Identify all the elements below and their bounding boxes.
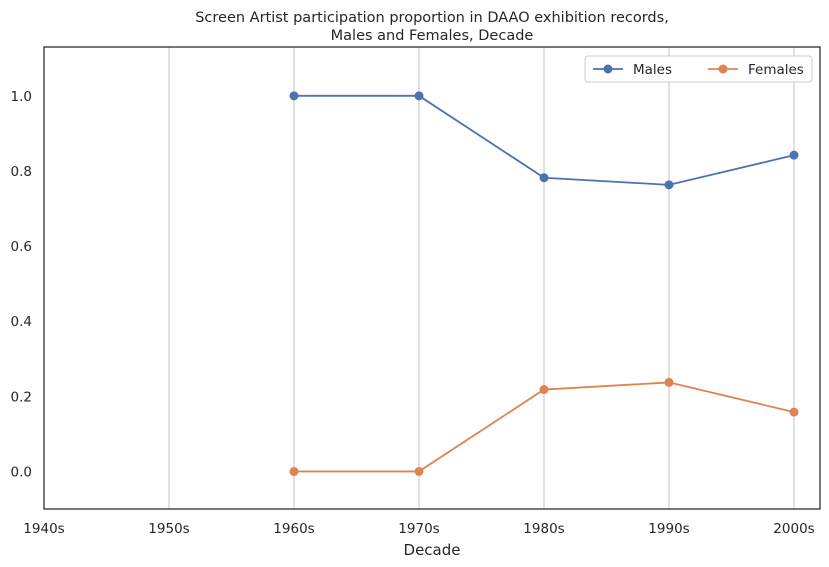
data-point-females [414,466,424,476]
x-tick-label: 1960s [273,521,314,537]
y-tick-label: 0.0 [11,464,32,480]
data-point-females [789,407,799,417]
legend-label-males: Males [633,62,672,78]
gridlines [168,47,795,509]
legend-marker-females [718,64,728,74]
plot-frame [43,46,821,510]
data-point-males [414,91,424,101]
y-tick-label: 0.6 [11,239,32,255]
legend-box [584,55,813,83]
series-points [289,91,799,476]
x-tick-label: 1970s [398,521,439,537]
data-point-females [539,385,549,395]
x-tick-label: 2000s [773,521,814,537]
legend: Males Females [584,55,813,83]
x-tick-label: 1980s [523,521,564,537]
x-tick-label: 1950s [148,521,189,537]
y-tick-labels: 0.0 0.2 0.4 0.6 0.8 1.0 [11,89,32,481]
x-tick-label: 1990s [648,521,689,537]
data-point-males [789,150,799,160]
data-point-males [664,180,674,190]
y-tick-label: 1.0 [11,89,32,105]
x-tick-labels: 1940s 1950s 1960s 1970s 1980s 1990s 2000s [23,521,814,537]
chart-title-line-2: Males and Females, Decade [331,28,534,44]
y-tick-label: 0.8 [11,164,32,180]
data-point-females [664,377,674,387]
data-point-males [289,91,299,101]
legend-label-females: Females [748,62,804,78]
x-tick-label: 1940s [23,521,64,537]
y-tick-label: 0.4 [11,314,32,330]
y-tick-label: 0.2 [11,389,32,405]
data-point-females [289,466,299,476]
chart-title-line-1: Screen Artist participation proportion i… [195,10,669,26]
legend-marker-males [603,64,613,74]
x-axis-label: Decade [404,541,461,559]
data-point-males [539,173,549,183]
